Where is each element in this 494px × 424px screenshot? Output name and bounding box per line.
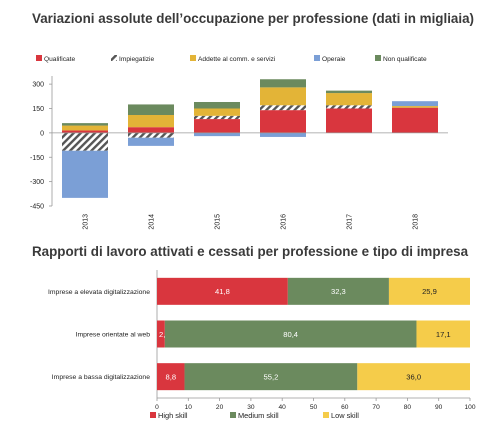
chart-title-occupazione: Variazioni assolute dell’occupazione per… <box>32 11 474 26</box>
x-tick-label-1: 10 <box>185 404 193 411</box>
bar-2014-1 <box>128 132 174 138</box>
legend2-swatch-2 <box>323 412 329 418</box>
chart-title-rapporti: Rapporti di lavoro attivati e cessati pe… <box>32 244 469 259</box>
bar-2016-4 <box>260 79 306 88</box>
hbar-2-2 <box>357 363 470 391</box>
bar-2018-0 <box>392 107 438 133</box>
x-tick-label-0: 0 <box>155 404 159 411</box>
x-tick-label-4: 40 <box>279 404 287 411</box>
x-tick-label-2: 20 <box>216 404 224 411</box>
legend-swatch-3 <box>314 55 320 61</box>
y-tick-label-2: -150 <box>30 155 44 162</box>
data-label-2-0: 8,8 <box>165 372 176 381</box>
data-label-0-1: 32,3 <box>331 287 346 296</box>
hbar-0-2 <box>388 277 470 305</box>
legend-label-2: Addette al comm. e servizi <box>198 56 276 63</box>
x-tick-label-9: 90 <box>435 404 443 411</box>
x-tick-label-3: 30 <box>247 404 255 411</box>
bar-2014-3 <box>128 137 174 146</box>
data-label-0-2: 25,9 <box>422 287 437 296</box>
x-tick-label-0: 2013 <box>83 214 90 230</box>
bar-2018-3 <box>392 101 438 107</box>
x-tick-label-4: 2017 <box>347 214 354 230</box>
legend2-label-1: Medium skill <box>238 411 279 420</box>
bar-2017-1 <box>326 105 372 109</box>
bar-2014-2 <box>128 115 174 128</box>
bar-2015-0 <box>194 119 240 133</box>
hbar-0-0 <box>157 277 288 305</box>
legend2-swatch-0 <box>150 412 156 418</box>
y-tick-label-5: 300 <box>32 82 44 89</box>
bar-2014-0 <box>128 127 174 133</box>
data-label-0-0: 41,8 <box>215 287 230 296</box>
legend-swatch-2 <box>190 55 196 61</box>
y-tick-label-0: -450 <box>30 204 44 211</box>
legend-swatch-0 <box>36 55 42 61</box>
data-label-2-2: 36,0 <box>406 372 421 381</box>
x-tick-label-6: 60 <box>341 404 349 411</box>
category-label-1: Imprese orientate al web <box>76 332 151 339</box>
y-tick-label-4: 150 <box>32 106 44 113</box>
legend-label-0: Qualificate <box>44 56 75 63</box>
bar-2016-3 <box>260 132 306 137</box>
bar-2016-1 <box>260 105 306 111</box>
legend2-label-2: Low skill <box>331 411 359 420</box>
category-label-0: Imprese a elevata digitalizzazione <box>48 289 150 296</box>
x-tick-label-2: 2015 <box>215 214 222 230</box>
legend-swatch-1 <box>111 55 117 61</box>
data-label-2-1: 55,2 <box>264 372 279 381</box>
data-label-1-0: 2,5 <box>159 330 170 339</box>
legend-label-3: Operaie <box>322 56 346 63</box>
bar-2016-0 <box>260 110 306 133</box>
hbar-1-1 <box>164 320 417 348</box>
hbar-2-1 <box>184 363 358 391</box>
bar-2013-1 <box>62 132 108 151</box>
hbar-1-0 <box>157 320 165 348</box>
hbar-0-1 <box>287 277 389 305</box>
x-tick-label-5: 2018 <box>413 214 420 230</box>
bar-2013-4 <box>62 123 108 126</box>
y-tick-label-1: -300 <box>30 179 44 186</box>
bar-2017-0 <box>326 108 372 133</box>
bar-2017-2 <box>326 93 372 106</box>
x-tick-label-7: 70 <box>372 404 380 411</box>
bar-2015-1 <box>194 115 240 120</box>
bar-2017-4 <box>326 90 372 94</box>
data-label-1-1: 80,4 <box>283 330 298 339</box>
legend-swatch-4 <box>375 55 381 61</box>
x-tick-label-5: 50 <box>310 404 318 411</box>
bar-2013-0 <box>62 130 108 133</box>
legend-label-4: Non qualificate <box>383 56 427 63</box>
bar-2013-2 <box>62 125 108 131</box>
legend2-swatch-1 <box>230 412 236 418</box>
x-tick-label-10: 100 <box>464 404 475 411</box>
legend2-label-0: High skill <box>158 411 188 420</box>
bar-2016-2 <box>260 87 306 106</box>
x-tick-label-3: 2016 <box>281 214 288 230</box>
x-tick-label-8: 80 <box>404 404 412 411</box>
data-label-1-2: 17,1 <box>436 330 451 339</box>
bar-2015-3 <box>194 132 240 137</box>
hbar-2-0 <box>157 363 185 391</box>
bar-2015-2 <box>194 108 240 116</box>
legend-label-1: Impiegatizie <box>119 56 155 63</box>
y-tick-label-3: 0 <box>40 130 44 137</box>
category-label-2: Imprese a bassa digitalizzazione <box>52 374 150 381</box>
bar-2015-4 <box>194 102 240 109</box>
x-tick-label-1: 2014 <box>149 214 156 230</box>
bar-2013-3 <box>62 150 108 198</box>
bar-2014-4 <box>128 104 174 115</box>
hbar-1-2 <box>416 320 470 348</box>
bar-2018-2 <box>392 106 438 108</box>
